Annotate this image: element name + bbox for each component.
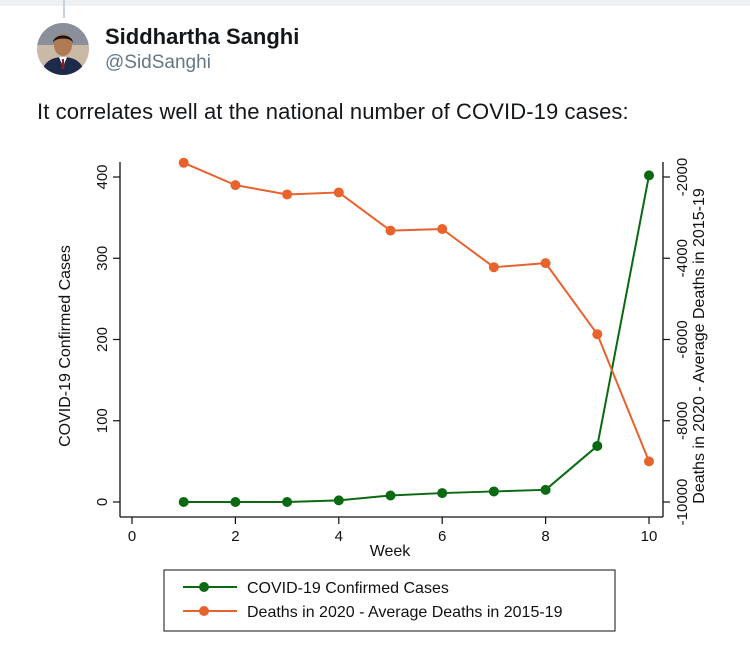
y2-tick-label: -4000	[674, 239, 691, 277]
data-point	[437, 488, 448, 499]
legend-box	[163, 569, 616, 632]
x-tick-label: 0	[128, 528, 136, 545]
tweet-text: It correlates well at the national numbe…	[37, 99, 629, 124]
legend-label-cases: COVID-19 Confirmed Cases	[247, 580, 449, 597]
y-axis-title: COVID-19 Confirmed Cases	[57, 245, 74, 447]
chart-ticks: 0 2 4 6 8 100100200300400-10000-8000-6000-400…	[94, 158, 691, 545]
y2-tick-label: -8000	[674, 402, 691, 440]
data-point	[333, 187, 344, 198]
data-point	[488, 262, 499, 273]
data-point	[282, 497, 293, 507]
data-point	[178, 497, 189, 507]
x-tick-label: 2	[231, 528, 239, 545]
data-point	[540, 258, 551, 269]
top-divider	[0, 0, 750, 6]
author-name[interactable]: Siddhartha Sanghi	[105, 24, 300, 49]
data-point	[230, 497, 241, 507]
y2-axis-title: Deaths in 2020 - Average Deaths in 2015-…	[691, 188, 708, 504]
series-line-0	[183, 175, 650, 503]
y-tick-label: 200	[94, 327, 111, 352]
legend-marker-cases	[199, 582, 209, 592]
y-tick-label: 400	[94, 164, 111, 189]
legend-marker-deaths	[199, 606, 209, 616]
x-tick-label: 8	[541, 528, 549, 545]
chart: 0 2 4 6 8 100100200300400-10000-8000-6000-400…	[57, 157, 708, 632]
data-point	[592, 329, 603, 340]
legend-label-deaths: Deaths in 2020 - Average Deaths in 2015-…	[247, 604, 563, 621]
chart-legend: COVID-19 Confirmed Cases Deaths in 2020 …	[163, 569, 616, 632]
avatar-image	[37, 23, 89, 75]
data-point	[178, 157, 189, 168]
data-point	[644, 170, 654, 181]
y-tick-label: 100	[94, 408, 111, 433]
data-point	[385, 490, 396, 501]
y2-tick-label: -6000	[674, 320, 691, 358]
thread-line	[63, 0, 65, 18]
chart-series	[178, 157, 654, 507]
avatar[interactable]	[37, 23, 89, 75]
tweet-media[interactable]: 0 2 4 6 8 10 0 100 200 300 400 -10000 -8000 -6000 -400…	[0, 150, 750, 649]
x-axis-title: Week	[370, 543, 412, 560]
data-point	[385, 225, 396, 236]
data-point	[592, 440, 603, 451]
data-point	[540, 484, 551, 495]
author-handle[interactable]: @SidSanghi	[105, 52, 211, 73]
y2-tick-label: -10000	[674, 479, 691, 526]
chart-axes	[119, 162, 664, 518]
data-point	[437, 224, 448, 234]
data-point	[282, 189, 293, 200]
y-tick-label: 300	[94, 246, 111, 271]
data-point	[644, 456, 654, 467]
data-point	[488, 486, 499, 497]
x-tick-label: 10	[641, 528, 658, 545]
data-point	[333, 495, 344, 506]
series-line-1	[183, 161, 650, 462]
y-tick-label: 0	[94, 498, 111, 506]
data-point	[230, 180, 241, 191]
x-tick-label: 4	[335, 528, 343, 545]
x-tick-label: 6	[438, 528, 446, 545]
y2-tick-label: -2000	[674, 158, 691, 196]
